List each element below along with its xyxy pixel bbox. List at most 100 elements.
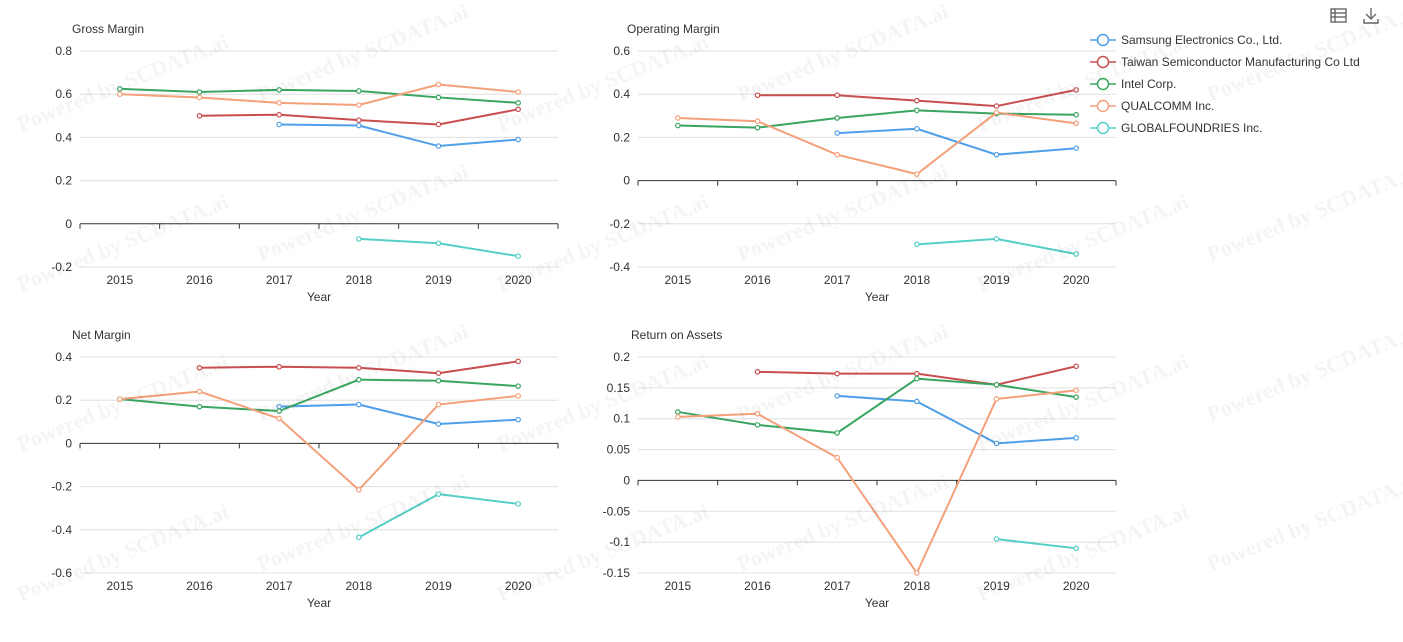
data-point[interactable]: [1073, 120, 1079, 127]
data-point[interactable]: [356, 236, 362, 242]
data-point[interactable]: [356, 88, 362, 94]
data-point[interactable]: [993, 440, 1000, 447]
data-point[interactable]: [1073, 251, 1079, 257]
data-point[interactable]: [993, 236, 1000, 242]
data-point[interactable]: [993, 109, 1000, 116]
data-point[interactable]: [117, 396, 123, 402]
data-point[interactable]: [196, 113, 203, 119]
data-point[interactable]: [356, 117, 362, 123]
data-point[interactable]: [435, 121, 442, 128]
data-point[interactable]: [356, 122, 362, 129]
data-point[interactable]: [834, 454, 840, 461]
data-point[interactable]: [993, 536, 1000, 542]
data-point[interactable]: [754, 118, 761, 125]
series-qualcomm: [117, 388, 521, 493]
data-point[interactable]: [914, 97, 920, 104]
data-point[interactable]: [1073, 387, 1079, 394]
data-point[interactable]: [515, 89, 521, 95]
data-point[interactable]: [356, 376, 362, 383]
data-point[interactable]: [834, 151, 840, 158]
data-point[interactable]: [914, 570, 920, 576]
data-point[interactable]: [834, 130, 840, 136]
data-point[interactable]: [1073, 435, 1079, 441]
data-point[interactable]: [914, 171, 920, 177]
data-point[interactable]: [834, 92, 840, 99]
legend-item-globalfoundries[interactable]: GLOBALFOUNDRIES Inc.: [1090, 117, 1400, 139]
data-point[interactable]: [196, 388, 203, 395]
data-point[interactable]: [276, 121, 282, 128]
data-point[interactable]: [435, 421, 442, 427]
data-point[interactable]: [276, 415, 282, 422]
data-point[interactable]: [993, 103, 1000, 109]
data-point[interactable]: [435, 81, 442, 88]
data-point[interactable]: [356, 487, 362, 493]
data-point[interactable]: [276, 87, 282, 93]
data-point[interactable]: [435, 370, 442, 377]
data-point[interactable]: [196, 89, 203, 95]
data-point[interactable]: [914, 125, 920, 132]
data-point[interactable]: [1073, 363, 1079, 370]
data-point[interactable]: [675, 122, 681, 129]
data-point[interactable]: [914, 241, 920, 248]
data-point[interactable]: [515, 106, 521, 113]
data-point[interactable]: [1073, 145, 1079, 152]
data-point[interactable]: [914, 375, 920, 382]
data-point[interactable]: [515, 100, 521, 106]
data-point[interactable]: [993, 396, 1000, 402]
data-point[interactable]: [276, 363, 282, 370]
data-point[interactable]: [834, 393, 840, 399]
data-point[interactable]: [276, 100, 282, 106]
data-point[interactable]: [675, 115, 681, 121]
data-point[interactable]: [515, 393, 521, 399]
data-point[interactable]: [754, 124, 761, 131]
data-point[interactable]: [834, 115, 840, 121]
data-point[interactable]: [515, 501, 521, 507]
data-point[interactable]: [356, 534, 362, 541]
data-point[interactable]: [117, 86, 123, 92]
data-point[interactable]: [1073, 394, 1079, 400]
data-point[interactable]: [754, 92, 761, 99]
data-point[interactable]: [356, 102, 362, 108]
data-point[interactable]: [754, 369, 761, 375]
legend-item-intel[interactable]: Intel Corp.: [1090, 73, 1400, 95]
data-point[interactable]: [515, 416, 521, 423]
legend-item-tsmc[interactable]: Taiwan Semiconductor Manufacturing Co Lt…: [1090, 51, 1400, 73]
data-point[interactable]: [356, 364, 362, 371]
data-point[interactable]: [1073, 111, 1079, 118]
data-point[interactable]: [515, 136, 521, 143]
data-point[interactable]: [914, 398, 920, 405]
data-point[interactable]: [1073, 545, 1079, 552]
series-line: [677, 377, 1077, 434]
download-icon[interactable]: [1361, 6, 1381, 26]
data-point[interactable]: [276, 111, 282, 118]
data-point[interactable]: [675, 414, 681, 420]
data-view-icon[interactable]: [1329, 6, 1349, 26]
data-point[interactable]: [515, 358, 521, 365]
data-point[interactable]: [754, 410, 761, 417]
legend-item-samsung[interactable]: Samsung Electronics Co., Ltd.: [1090, 29, 1400, 51]
data-point[interactable]: [914, 107, 920, 114]
data-point[interactable]: [754, 422, 761, 428]
data-point[interactable]: [1073, 87, 1079, 93]
data-point[interactable]: [834, 370, 840, 377]
data-point[interactable]: [675, 409, 681, 415]
data-point[interactable]: [435, 377, 442, 384]
data-point[interactable]: [435, 491, 442, 497]
data-point[interactable]: [196, 403, 203, 410]
data-point[interactable]: [914, 370, 920, 377]
data-point[interactable]: [435, 240, 442, 247]
data-point[interactable]: [196, 364, 203, 371]
data-point[interactable]: [515, 253, 521, 260]
data-point[interactable]: [435, 401, 442, 408]
legend-item-qualcomm[interactable]: QUALCOMM Inc.: [1090, 95, 1400, 117]
data-point[interactable]: [196, 94, 203, 101]
data-point[interactable]: [117, 91, 123, 98]
data-point[interactable]: [834, 430, 840, 436]
data-point[interactable]: [993, 381, 1000, 388]
data-point[interactable]: [515, 383, 521, 389]
data-point[interactable]: [993, 151, 1000, 158]
data-point[interactable]: [356, 401, 362, 408]
data-point[interactable]: [276, 408, 282, 414]
data-point[interactable]: [435, 143, 442, 149]
data-point[interactable]: [435, 94, 442, 101]
